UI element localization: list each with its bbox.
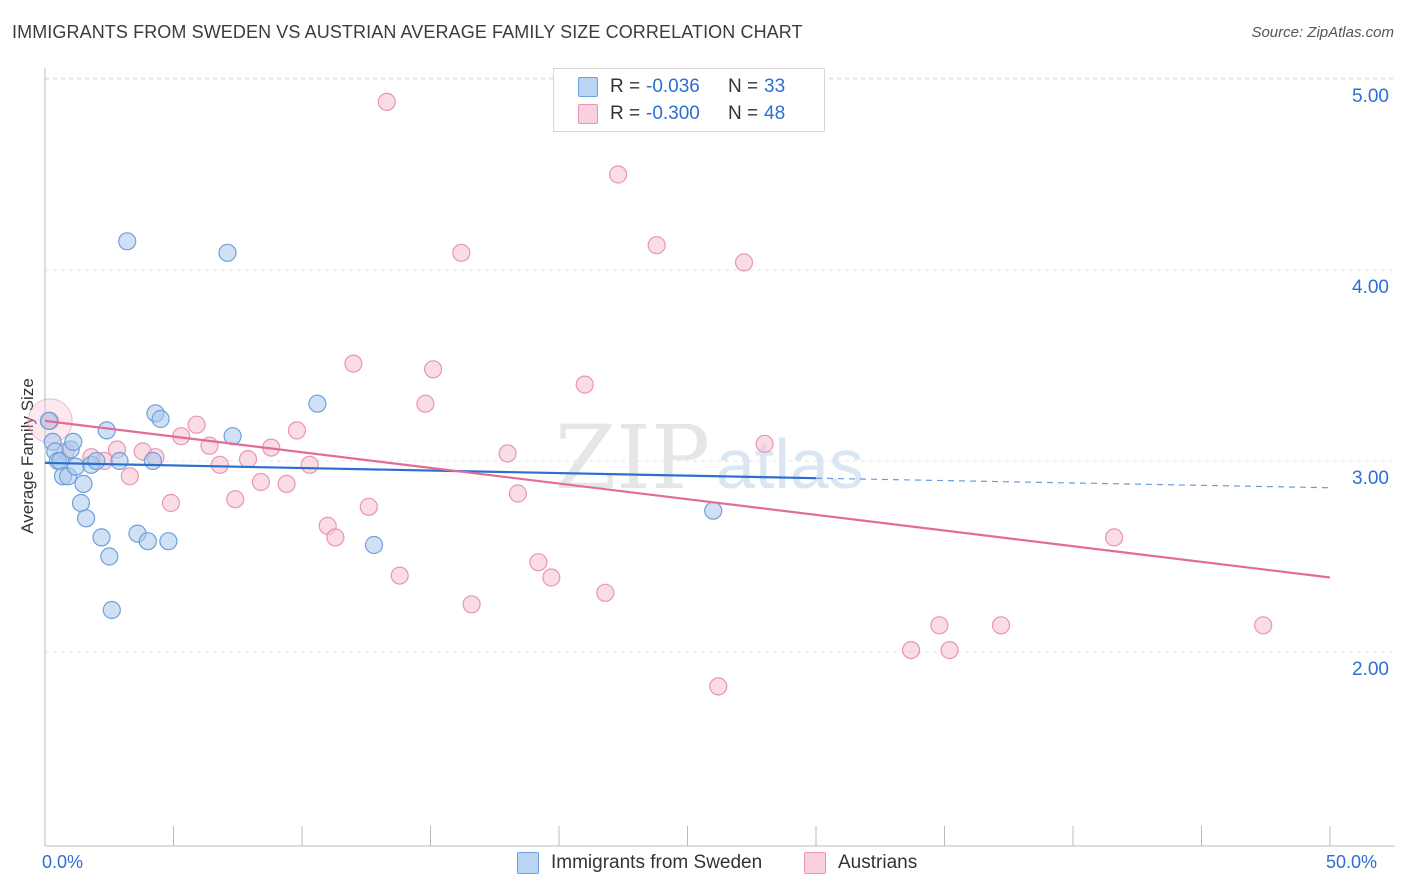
y-tick-label-3: 3.00	[1352, 468, 1389, 489]
series-austrians-points	[27, 92, 1273, 696]
sweden-point	[138, 532, 157, 551]
sweden-point	[159, 532, 178, 551]
series-legend: Immigrants from Sweden Austrians	[0, 852, 1406, 878]
austrians-point	[901, 640, 921, 660]
austrians-point	[424, 360, 443, 379]
sweden-point	[100, 547, 119, 566]
austrians-point	[709, 677, 728, 696]
sweden-point	[64, 432, 83, 451]
watermark: ZIP atlas	[555, 406, 864, 509]
sweden-trend-line	[44, 461, 817, 480]
austrians-point	[596, 583, 615, 602]
austrians-point	[161, 493, 180, 513]
austrians-point	[734, 253, 754, 272]
legend-r-value: -0.300	[646, 103, 700, 124]
sweden-point	[66, 457, 85, 476]
gridlines	[45, 77, 1395, 653]
legend-n-value: 33	[764, 76, 786, 97]
austrians-point	[120, 467, 139, 486]
sweden-point	[102, 600, 121, 620]
legend-label-sweden: Immigrants from Sweden	[551, 852, 763, 873]
sweden-trend-extension	[815, 477, 1331, 489]
austrians-point	[529, 553, 548, 572]
sweden-point	[308, 394, 327, 413]
austrians-point	[608, 165, 628, 184]
sweden-point	[92, 528, 111, 547]
legend-r-value: -0.036	[646, 76, 700, 97]
austrians-point	[326, 528, 345, 547]
series-sweden-points	[39, 232, 723, 620]
sweden-point	[76, 509, 96, 528]
sweden-point	[110, 451, 129, 471]
axes	[44, 68, 1395, 847]
austrians-point	[377, 92, 396, 112]
sweden-point	[143, 451, 162, 471]
legend-r-label: R =	[610, 76, 641, 97]
austrians-point	[344, 354, 363, 373]
legend-n-label: N =	[728, 103, 759, 124]
legend-n-label: N =	[728, 76, 759, 97]
austrians-point	[575, 375, 594, 394]
watermark-atlas: atlas	[716, 425, 864, 503]
chart-title: IMMIGRANTS FROM SWEDEN VS AUSTRIAN AVERA…	[12, 22, 803, 42]
legend-row-sweden: R = -0.036 N = 33	[578, 75, 785, 99]
legend-swatch-sweden	[578, 77, 598, 97]
austrians-point	[226, 490, 245, 509]
austrians-point	[452, 243, 471, 262]
austrians-point	[1254, 616, 1273, 635]
legend-item-austrians[interactable]: Austrians	[804, 852, 917, 874]
austrians-point	[390, 566, 409, 585]
austrians-point	[647, 236, 666, 255]
sweden-point	[97, 421, 116, 440]
legend-item-sweden[interactable]: Immigrants from Sweden	[517, 852, 762, 874]
sweden-point	[71, 493, 91, 513]
sweden-point	[87, 451, 106, 471]
sweden-point	[151, 409, 170, 429]
legend-swatch-sweden	[517, 852, 539, 874]
austrians-point	[251, 472, 270, 492]
legend-swatch-austrians	[578, 104, 598, 124]
x-tick-label-min: 0.0%	[42, 852, 84, 872]
y-tick-label-5: 5.00	[1352, 86, 1389, 107]
legend-r-label: R =	[610, 103, 641, 124]
legend-swatch-austrians	[804, 852, 826, 874]
austrians-point	[416, 394, 435, 413]
austrians-point	[287, 421, 306, 440]
sweden-point	[74, 474, 93, 493]
sweden-point	[218, 243, 237, 262]
austrians-point	[930, 616, 949, 635]
austrians-point	[1104, 528, 1124, 547]
source-note: Source: ZipAtlas.com	[1251, 24, 1394, 41]
austrians-point	[210, 455, 229, 474]
austrians-point	[508, 484, 528, 503]
trend-lines	[44, 419, 1331, 579]
sweden-point	[364, 535, 384, 555]
austrians-point	[498, 444, 517, 463]
sweden-point	[704, 501, 723, 520]
correlation-legend: R = -0.036 N = 33 R = -0.300 N = 48	[553, 68, 825, 132]
sweden-point	[118, 232, 137, 251]
y-tick-label-2: 2.00	[1352, 659, 1389, 680]
y-tick-label-4: 4.00	[1352, 277, 1389, 298]
austrians-point	[187, 415, 206, 434]
austrians-point	[238, 450, 258, 469]
austrians-point	[991, 616, 1011, 635]
legend-n-value: 48	[764, 103, 786, 124]
austrians-trend-line	[44, 419, 1331, 579]
austrians-point	[359, 497, 378, 516]
legend-row-austrians: R = -0.300 N = 48	[578, 102, 785, 126]
austrians-point	[462, 595, 481, 614]
x-tick-label-max: 50.0%	[1326, 852, 1378, 872]
austrians-point	[277, 474, 296, 493]
austrians-point	[542, 568, 561, 587]
austrians-point	[755, 434, 774, 453]
legend-label-austrians: Austrians	[838, 852, 918, 873]
austrians-point	[940, 640, 959, 660]
austrians-point	[300, 455, 319, 474]
